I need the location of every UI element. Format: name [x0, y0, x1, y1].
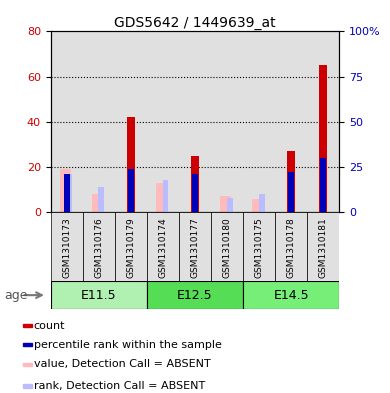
Text: GSM1310175: GSM1310175 — [255, 218, 264, 279]
Text: GSM1310180: GSM1310180 — [223, 218, 232, 279]
Bar — [163, 180, 168, 212]
Bar — [287, 151, 295, 212]
Bar — [64, 174, 70, 212]
Text: GSM1310173: GSM1310173 — [62, 218, 71, 279]
Bar — [83, 212, 115, 281]
Text: GSM1310179: GSM1310179 — [126, 218, 135, 279]
Text: GSM1310177: GSM1310177 — [190, 218, 200, 279]
Text: percentile rank within the sample: percentile rank within the sample — [34, 340, 222, 350]
Bar — [115, 212, 147, 281]
Text: E14.5: E14.5 — [273, 288, 309, 302]
Bar — [192, 174, 198, 212]
Bar — [127, 117, 135, 212]
Text: E12.5: E12.5 — [177, 288, 213, 302]
Text: GSM1310181: GSM1310181 — [319, 218, 328, 279]
Bar — [320, 158, 326, 212]
Bar — [211, 31, 243, 212]
Bar — [227, 198, 232, 212]
Text: GDS5642 / 1449639_at: GDS5642 / 1449639_at — [114, 16, 276, 30]
Bar — [147, 281, 243, 309]
Bar — [156, 183, 167, 212]
Bar — [307, 31, 339, 212]
Text: GSM1310178: GSM1310178 — [287, 218, 296, 279]
Bar — [23, 343, 32, 347]
Bar — [115, 31, 147, 212]
Bar — [66, 174, 72, 212]
Bar — [288, 173, 294, 212]
Bar — [275, 212, 307, 281]
Bar — [51, 281, 147, 309]
Bar — [23, 362, 32, 366]
Text: GSM1310176: GSM1310176 — [94, 218, 103, 279]
Bar — [211, 212, 243, 281]
Bar — [51, 31, 83, 212]
Bar — [51, 212, 83, 281]
Bar — [243, 31, 275, 212]
Bar — [243, 212, 275, 281]
Bar — [83, 31, 115, 212]
Text: GSM1310174: GSM1310174 — [158, 218, 167, 278]
Text: rank, Detection Call = ABSENT: rank, Detection Call = ABSENT — [34, 381, 205, 391]
Text: value, Detection Call = ABSENT: value, Detection Call = ABSENT — [34, 359, 210, 369]
Bar — [179, 31, 211, 212]
Bar — [99, 187, 104, 212]
Bar — [259, 194, 264, 212]
Bar — [191, 156, 199, 212]
Bar — [307, 212, 339, 281]
Bar — [23, 324, 32, 327]
Bar — [275, 31, 307, 212]
Bar — [243, 281, 339, 309]
Text: E11.5: E11.5 — [81, 288, 117, 302]
Bar — [179, 212, 211, 281]
Bar — [147, 212, 179, 281]
Bar — [23, 384, 32, 388]
Bar — [60, 169, 71, 212]
Bar — [128, 169, 134, 212]
Bar — [220, 196, 231, 212]
Bar — [252, 198, 263, 212]
Text: count: count — [34, 321, 65, 331]
Bar — [147, 31, 179, 212]
Bar — [92, 194, 103, 212]
Text: age: age — [4, 288, 27, 302]
Bar — [319, 65, 327, 212]
